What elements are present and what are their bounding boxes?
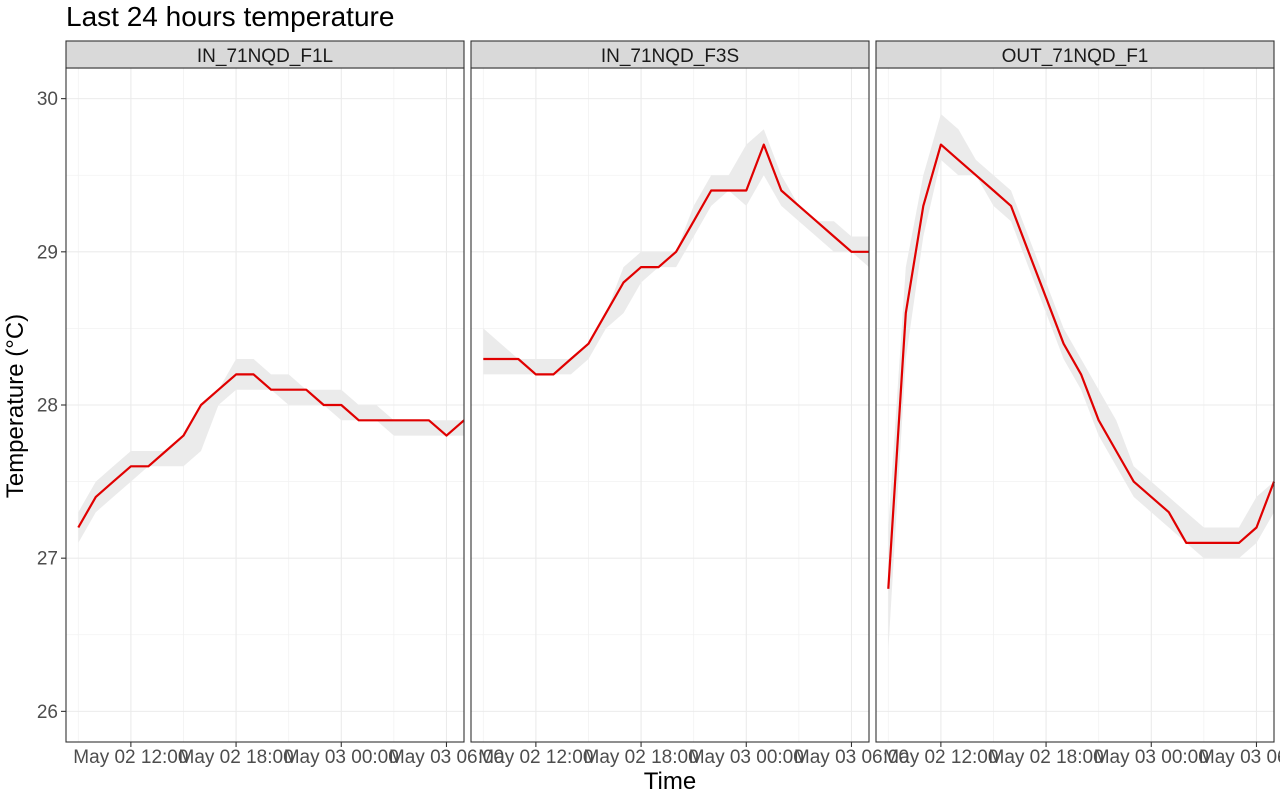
facet-strip-label: OUT_71NQD_F1 bbox=[1002, 46, 1149, 67]
y-tick-label: 30 bbox=[37, 89, 58, 110]
x-tick-label: May 03 06:00 bbox=[389, 747, 504, 768]
facet-strip bbox=[470, 40, 870, 69]
y-tick-label: 29 bbox=[37, 242, 58, 263]
x-tick-label: May 02 12:00 bbox=[478, 747, 593, 768]
x-tick-label: May 03 06:00 bbox=[1199, 747, 1280, 768]
x-tick-label: May 03 00:00 bbox=[1094, 747, 1209, 768]
chart-title: Last 24 hours temperature bbox=[66, 1, 394, 32]
facet-strip-label: IN_71NQD_F1L bbox=[197, 46, 333, 67]
y-tick-label: 28 bbox=[37, 396, 58, 417]
facet-strip-label: IN_71NQD_F3S bbox=[601, 46, 739, 67]
series-line bbox=[887, 143, 1276, 589]
x-tick-label: May 02 12:00 bbox=[883, 747, 998, 768]
y-tick-label: 26 bbox=[37, 702, 58, 723]
x-tick-label: May 02 18:00 bbox=[989, 747, 1104, 768]
series-band bbox=[888, 114, 1274, 651]
x-tick-label: May 03 00:00 bbox=[689, 747, 804, 768]
series-line bbox=[77, 373, 465, 529]
facet-strip bbox=[875, 40, 1275, 69]
x-tick-label: May 02 18:00 bbox=[179, 747, 294, 768]
x-axis-title: Time bbox=[644, 768, 696, 795]
x-tick-label: May 03 00:00 bbox=[284, 747, 399, 768]
x-tick-label: May 02 12:00 bbox=[73, 747, 188, 768]
series-line bbox=[483, 143, 869, 376]
y-tick-label: 27 bbox=[37, 549, 58, 570]
x-tick-label: May 03 06:00 bbox=[794, 747, 909, 768]
y-axis: 26 27 28 29 30 bbox=[37, 89, 66, 723]
x-tick-label: May 02 18:00 bbox=[584, 747, 699, 768]
facet-strip bbox=[65, 40, 465, 69]
y-axis-title: Temperature (°C) bbox=[2, 314, 29, 498]
